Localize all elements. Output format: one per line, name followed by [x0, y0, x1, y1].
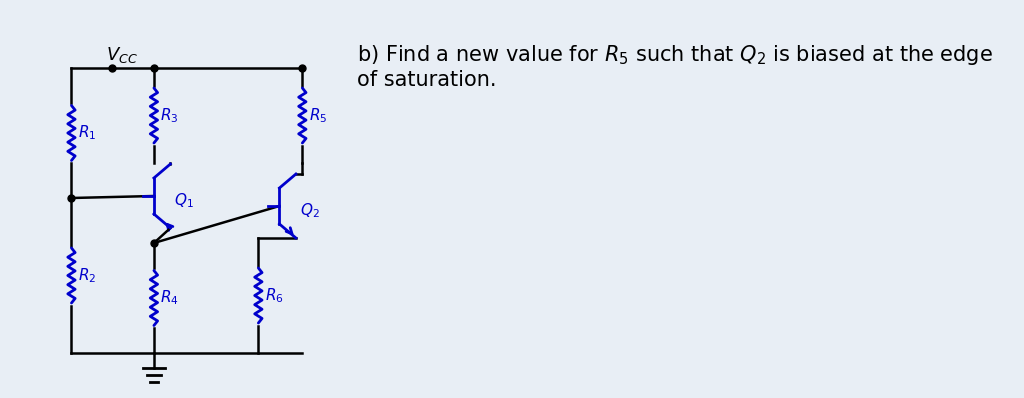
Text: $R_4$: $R_4$	[161, 289, 179, 307]
Text: $Q_2$: $Q_2$	[300, 202, 319, 220]
Text: $R_5$: $R_5$	[309, 106, 327, 125]
Text: $V_{CC}$: $V_{CC}$	[106, 45, 138, 65]
Text: $R_1$: $R_1$	[78, 124, 96, 142]
Text: $R_2$: $R_2$	[78, 266, 96, 285]
Text: $Q_1$: $Q_1$	[174, 192, 194, 211]
Text: $R_6$: $R_6$	[265, 286, 284, 305]
Text: $R_3$: $R_3$	[161, 106, 179, 125]
Text: b) Find a new value for $R_5$ such that $Q_2$ is biased at the edge
of saturatio: b) Find a new value for $R_5$ such that …	[357, 43, 993, 90]
